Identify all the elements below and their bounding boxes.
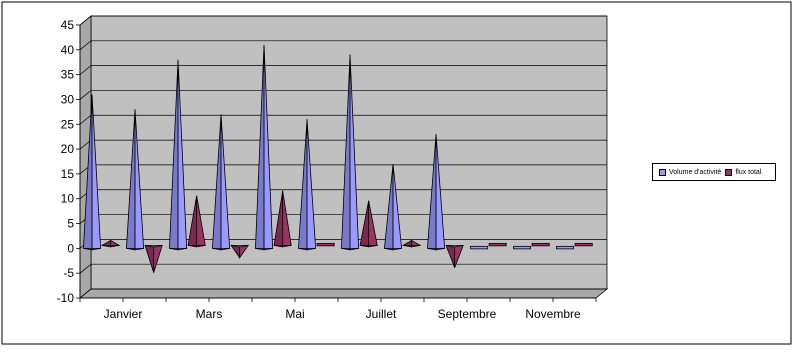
x-tick-label: Septembre	[438, 307, 497, 321]
legend-item-volume: Volume d'activité	[659, 168, 722, 176]
cone-flux	[144, 244, 163, 273]
y-tick-label: 10	[61, 192, 75, 206]
gridline	[79, 263, 607, 274]
cone-volume	[556, 245, 575, 250]
legend-swatch-flux	[725, 168, 733, 176]
legend: Volume d'activité flux total	[652, 163, 776, 181]
cone-volume	[126, 109, 145, 251]
cone-right-face	[177, 59, 188, 251]
x-tick-label: Mars	[196, 307, 223, 321]
cone-volume	[212, 114, 231, 251]
x-tick-label: Janvier	[104, 307, 143, 321]
cone-base	[470, 245, 489, 250]
cone-right-face	[368, 200, 378, 248]
cone-flux	[401, 239, 422, 248]
gridline	[79, 90, 607, 100]
x-tick-label: Juillet	[366, 307, 397, 321]
cone-flux	[359, 200, 378, 248]
cone-right-face	[282, 190, 292, 248]
cone-base	[531, 242, 550, 247]
cone-flux	[445, 244, 464, 268]
cone-right-face	[239, 244, 250, 260]
y-tick-label: 30	[61, 92, 75, 106]
cone-volume	[384, 163, 403, 251]
legend-swatch-volume	[659, 168, 666, 176]
cone-volume	[513, 245, 532, 250]
cone-flux	[187, 195, 206, 248]
y-tick-label: 20	[61, 142, 75, 156]
cone-volume	[255, 44, 274, 251]
cone-volume	[298, 119, 317, 251]
cone-flux	[531, 242, 550, 247]
cone-base	[316, 242, 335, 247]
cone-right-face	[91, 94, 102, 251]
y-tick-label: 40	[61, 43, 75, 57]
cone-right-face	[306, 119, 317, 251]
cone-base	[513, 245, 532, 250]
cone-flux	[273, 190, 292, 248]
cone-right-face	[196, 195, 206, 248]
cone-right-face	[134, 109, 145, 251]
cone-volume	[83, 94, 102, 251]
cone-flux	[230, 244, 250, 260]
x-tick-label: Novembre	[525, 307, 581, 321]
x-tick-label: Mai	[285, 307, 304, 321]
cone-right-face	[153, 244, 163, 273]
plot-floor	[78, 288, 609, 299]
cone-right-face	[220, 114, 231, 251]
gridline	[79, 40, 607, 51]
y-tick-label: 0	[67, 241, 74, 255]
cone-flux	[574, 242, 593, 247]
cone-right-face	[392, 163, 403, 251]
legend-label-volume: Volume d'activité	[669, 168, 722, 176]
cone-volume	[470, 245, 489, 250]
y-tick-label: -5	[63, 266, 74, 280]
cone-flux	[316, 242, 335, 247]
legend-label-flux: flux total	[735, 168, 762, 176]
cone-right-face	[263, 44, 274, 251]
cone-base	[556, 245, 575, 250]
y-tick-label: 5	[67, 217, 74, 231]
cone-flux	[488, 242, 507, 247]
y-tick-label: -10	[57, 291, 75, 305]
gridline	[79, 15, 607, 26]
cone-volume	[169, 59, 188, 251]
gridline	[79, 65, 607, 75]
y-tick-label: 35	[61, 68, 75, 82]
y-tick-label: 45	[61, 18, 75, 32]
cone-volume	[341, 54, 360, 251]
y-tick-label: 15	[61, 167, 75, 181]
legend-item-flux: flux total	[725, 168, 762, 176]
y-tick-label: 25	[61, 117, 75, 131]
gridline	[79, 288, 607, 299]
cone-right-face	[349, 54, 360, 251]
cone-flux	[100, 239, 121, 248]
cone-volume	[427, 134, 446, 251]
cone-base	[574, 242, 593, 247]
cone-right-face	[454, 244, 464, 268]
cone-right-face	[435, 134, 446, 251]
cone-base	[488, 242, 507, 247]
